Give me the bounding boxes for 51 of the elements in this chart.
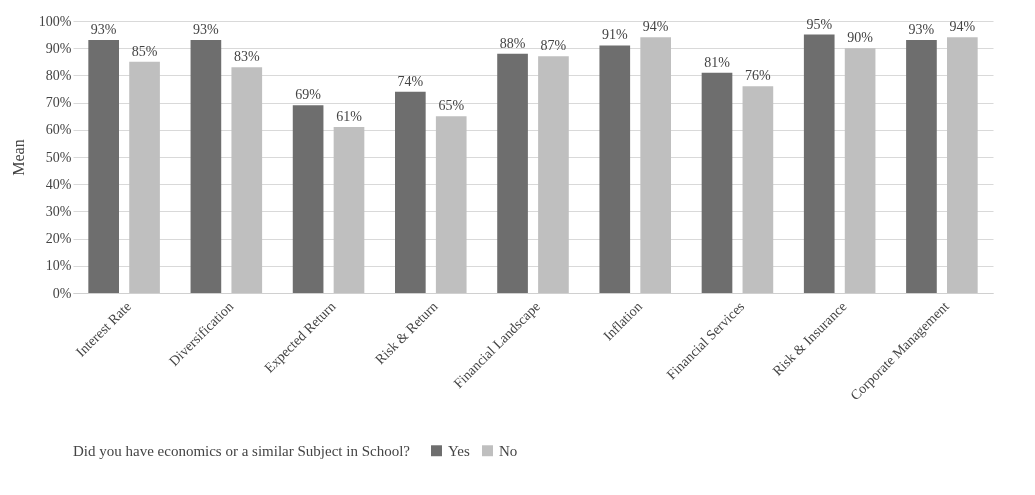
data-label: 93% (908, 22, 935, 38)
data-label: 93% (193, 22, 220, 38)
data-label: 69% (295, 87, 322, 103)
y-tick-label: 100% (38, 13, 72, 29)
y-tick-label: 60% (45, 122, 72, 138)
bar (292, 105, 324, 293)
data-label: 88% (499, 35, 526, 51)
bar (742, 86, 774, 293)
y-axis-title: Mean (9, 139, 27, 176)
data-label: 81% (704, 54, 731, 70)
bar (803, 34, 835, 293)
bar (435, 116, 467, 293)
data-label: 83% (233, 49, 260, 65)
y-tick-label: 20% (45, 231, 72, 247)
bar (333, 127, 365, 293)
data-label: 93% (90, 22, 117, 38)
y-tick-label: 90% (45, 40, 72, 56)
y-tick-label: 70% (45, 95, 72, 111)
legend-title: Did you have economics or a similar Subject in School? (73, 443, 411, 459)
bar (947, 37, 978, 293)
bar (599, 45, 631, 293)
y-tick-label: 50% (45, 149, 72, 165)
legend-label: No (499, 442, 518, 459)
bar (640, 37, 671, 293)
data-label: 94% (642, 19, 669, 35)
y-tick-label: 40% (45, 176, 72, 192)
data-label: 91% (601, 27, 628, 43)
data-label: 85% (131, 43, 158, 59)
data-label: 76% (745, 68, 772, 84)
bar (190, 40, 222, 293)
data-label: 90% (847, 30, 874, 46)
data-label: 74% (397, 73, 424, 89)
y-tick-label: 10% (45, 258, 72, 274)
bar (701, 72, 733, 293)
bar (538, 56, 569, 293)
bar (231, 67, 263, 293)
bar (497, 53, 528, 293)
bar (844, 48, 876, 293)
bar (88, 40, 119, 293)
legend-label: Yes (448, 442, 470, 459)
bar (906, 40, 937, 293)
data-label: 65% (438, 98, 465, 114)
bar (395, 91, 426, 293)
y-tick-label: 0% (52, 285, 72, 301)
y-tick-label: 80% (45, 67, 72, 83)
data-label: 95% (806, 16, 833, 32)
data-label: 94% (949, 19, 976, 35)
y-tick-label: 30% (45, 203, 72, 219)
data-label: 87% (540, 38, 567, 54)
data-label: 61% (336, 109, 363, 125)
bar (129, 61, 160, 293)
